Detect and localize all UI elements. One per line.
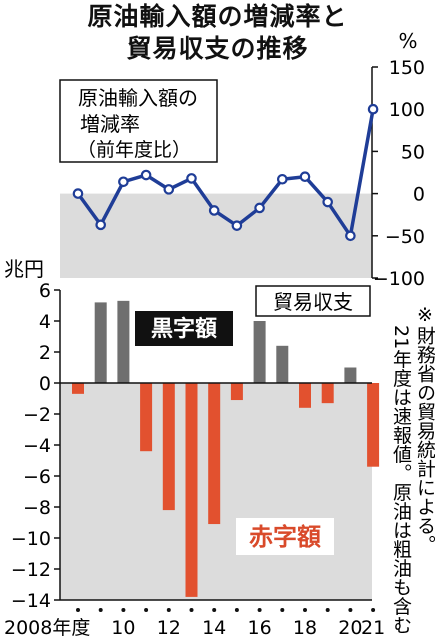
bar-series [72, 300, 380, 597]
footnote: ※財務省の貿易統計による。 21年度は速報値。原油は粗油も含む [390, 304, 435, 634]
line-point [118, 176, 129, 188]
line-point [208, 205, 220, 216]
line-chart-title-line-3: （前年度比） [77, 139, 191, 161]
x-tick-label: 18 [293, 617, 317, 639]
line-point [276, 173, 288, 185]
x-tick-dot [257, 608, 262, 612]
bar-chart-y-tick-label: −12 [11, 559, 51, 581]
surplus-label: 黒字額 [135, 311, 233, 346]
bar-chart-y-tick-label: −4 [23, 435, 51, 457]
bar-chart-y-tick-label: 0 [39, 373, 51, 395]
x-tick-label: 21 [361, 617, 385, 639]
deficit-bar [208, 383, 221, 525]
surplus-bar [117, 300, 130, 383]
deficit-bar [230, 383, 243, 401]
deficit-bar [162, 383, 175, 511]
x-tick-dot [212, 608, 217, 612]
x-tick-label: 20 [338, 617, 362, 639]
x-tick-label: 12 [157, 617, 181, 639]
x-tick-dot [325, 608, 330, 612]
bar-chart-y-tick-label: −8 [23, 497, 51, 519]
line-chart-panel: % 150 100 50 0 −50 −100 原油輸入額の 増減率 （前年度比） [59, 29, 425, 290]
x-tick-dot [121, 608, 126, 612]
bar-chart-title: 貿易収支 [273, 290, 353, 314]
line-chart-y-ticks: 150 100 50 0 −50 −100 [372, 57, 425, 290]
surplus-label-text: 黒字額 [151, 316, 217, 342]
line-chart-y-tick-label: 50 [401, 141, 425, 163]
x-tick-label: 16 [248, 617, 272, 639]
line-point [367, 103, 379, 115]
x-tick-dot [144, 608, 149, 612]
surplus-bar [276, 345, 289, 383]
surplus-bar [253, 321, 266, 383]
line-chart-y-tick-label: 100 [389, 99, 425, 121]
line-point [254, 202, 265, 214]
x-tick-dot [280, 608, 285, 612]
line-point [72, 188, 84, 199]
line-point [186, 173, 197, 184]
line-point [140, 169, 152, 181]
line-chart-y-tick-label: 150 [389, 57, 425, 79]
bar-chart-y-tick-label: 6 [39, 280, 51, 302]
line-chart-y-tick-label: −50 [385, 226, 425, 248]
surplus-bar [94, 302, 107, 383]
deficit-bar [321, 383, 334, 404]
deficit-bar [299, 383, 311, 408]
bar-chart-panel: 兆円 6 4 2 0 −2 −4 −6 −8 −10 −12 −14 貿易収支 黒字額 赤字額 ※財… [4, 257, 435, 634]
x-tick-dot [234, 608, 239, 612]
line-markers [72, 103, 379, 242]
x-tick-dot [348, 608, 353, 612]
line-point [231, 220, 243, 231]
bar-chart-y-tick-label: −6 [23, 466, 51, 488]
line-chart-title-line-2: 増減率 [80, 112, 140, 136]
chart-title-line-1: 原油輸入額の増減率と [87, 2, 348, 31]
x-tick-dot [303, 608, 307, 612]
bar-chart-title-box: 貿易収支 [255, 285, 371, 317]
bar-chart-y-tick-label: −2 [23, 404, 51, 426]
line-chart-y-tick-label: −100 [373, 268, 425, 290]
deficit-bar [140, 383, 153, 452]
bar-chart-y-tick-label: −10 [11, 528, 51, 550]
deficit-bar [185, 383, 198, 597]
deficit-label-text: 赤字額 [249, 523, 321, 551]
bar-chart-frame [59, 290, 372, 601]
x-tick-dot [76, 608, 80, 612]
bar-chart-y-tick-label: 2 [39, 342, 51, 364]
line-chart-title-box: 原油輸入額の 増減率 （前年度比） [59, 79, 218, 163]
line-point [163, 184, 175, 195]
deficit-bar [72, 383, 84, 394]
x-tick-label: 10 [111, 617, 135, 639]
footnote-line-1: ※財務省の貿易統計による。 [414, 304, 435, 554]
line-chart-y-tick-label: 0 [413, 184, 425, 206]
line-point [322, 196, 333, 208]
chart-title-line-2: 貿易収支の推移 [126, 34, 309, 63]
x-tick-label: 2008年度 [4, 617, 90, 639]
line-chart-unit-label: % [398, 29, 417, 53]
line-point [299, 171, 311, 183]
bar-chart-y-ticks: 6 4 2 0 −2 −4 −6 −8 −10 −12 −14 [11, 280, 60, 612]
line-point [345, 230, 356, 242]
surplus-bar [344, 367, 357, 383]
x-tick-dot [189, 608, 194, 612]
bar-chart-y-tick-label: 4 [39, 311, 51, 333]
bar-chart-unit-label: 兆円 [4, 257, 44, 281]
deficit-label: 赤字額 [236, 518, 334, 555]
footnote-line-2: 21年度は速報値。原油は粗油も含む [390, 325, 412, 634]
x-tick-label: 14 [202, 617, 226, 639]
line-point [95, 219, 106, 231]
line-chart-title-line-1: 原油輸入額の [78, 86, 198, 110]
x-tick-dot [371, 608, 376, 612]
deficit-bar [367, 383, 380, 467]
x-tick-dot [98, 608, 103, 612]
bar-chart-y-tick-label: −14 [11, 590, 51, 612]
x-tick-dot [166, 608, 171, 612]
